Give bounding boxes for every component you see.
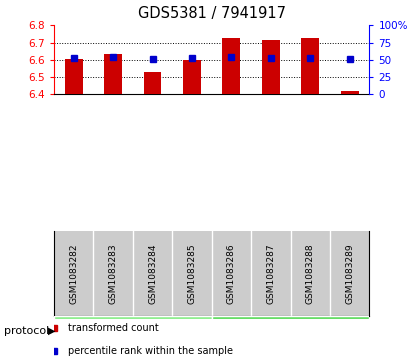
Text: control: control — [272, 326, 309, 336]
Bar — [104, 54, 122, 94]
Text: GSM1083288: GSM1083288 — [306, 243, 315, 304]
Bar — [262, 40, 280, 94]
Text: GSM1083289: GSM1083289 — [345, 243, 354, 304]
Text: GSM1083285: GSM1083285 — [188, 243, 196, 304]
Text: GSM1083283: GSM1083283 — [109, 243, 117, 304]
Bar — [301, 38, 319, 94]
Bar — [65, 60, 83, 94]
Text: GSM1083286: GSM1083286 — [227, 243, 236, 304]
Text: percentile rank within the sample: percentile rank within the sample — [68, 346, 233, 356]
Bar — [183, 61, 201, 94]
Text: GSM1083282: GSM1083282 — [69, 243, 78, 304]
Bar — [144, 72, 161, 94]
Text: GSM1083287: GSM1083287 — [266, 243, 275, 304]
Text: doxycycline-induced ZNF395: doxycycline-induced ZNF395 — [72, 327, 194, 336]
Bar — [341, 91, 359, 94]
Bar — [54, 316, 212, 347]
Title: GDS5381 / 7941917: GDS5381 / 7941917 — [138, 7, 286, 21]
Text: protocol: protocol — [4, 326, 49, 336]
Bar — [212, 316, 369, 347]
Text: transformed count: transformed count — [68, 323, 159, 333]
Text: GSM1083284: GSM1083284 — [148, 243, 157, 304]
Bar — [222, 38, 240, 94]
Text: ▶: ▶ — [48, 326, 55, 336]
